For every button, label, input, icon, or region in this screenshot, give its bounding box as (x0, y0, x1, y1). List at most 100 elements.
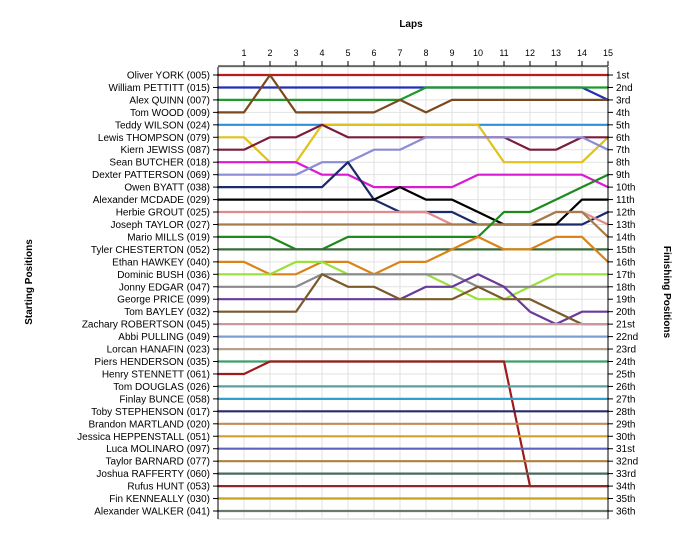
x-tick-label: 3 (293, 48, 298, 58)
finishing-position-label: 10th (616, 183, 635, 194)
finishing-position-label: 19th (616, 295, 635, 306)
finishing-position-label: 32nd (616, 457, 638, 468)
starting-position-label: Lorcan HANAFIN (023) (107, 345, 210, 356)
starting-position-label: Rufus HUNT (053) (127, 482, 210, 493)
starting-position-label: Lewis THOMPSON (079) (98, 133, 210, 144)
starting-position-label: Ethan HAWKEY (040) (112, 257, 210, 268)
finishing-position-label: 3rd (616, 95, 630, 106)
finishing-position-label: 23rd (616, 345, 636, 356)
starting-position-label: Jonny EDGAR (047) (119, 282, 210, 293)
starting-position-label: Teddy WILSON (024) (115, 120, 210, 131)
finishing-position-label: 5th (616, 120, 630, 131)
starting-position-label: Tyler CHESTERTON (052) (91, 245, 210, 256)
starting-position-label: Dexter PATTERSON (069) (92, 170, 210, 181)
x-tick-label: 4 (319, 48, 324, 58)
finishing-position-label: 17th (616, 270, 635, 281)
starting-position-label: Kiern JEWISS (087) (121, 145, 210, 156)
series-line-driver-11 (216, 186, 610, 226)
starting-position-label: Alex QUINN (007) (129, 95, 210, 106)
finishing-position-label: 11th (616, 195, 635, 206)
finishing-position-label: 25th (616, 369, 635, 380)
series-line-driver-4 (216, 73, 610, 114)
finishing-position-label: 22nd (616, 332, 638, 343)
x-tick-label: 5 (345, 48, 350, 58)
finishing-position-label: 33rd (616, 469, 636, 480)
starting-position-label: Tom WOOD (009) (130, 108, 210, 119)
series-line-driver-18 (216, 273, 610, 288)
starting-position-label: Abbi PULLING (049) (118, 332, 210, 343)
finishing-position-label: 31st (616, 444, 635, 455)
series-line-driver-14 (216, 173, 610, 251)
finishing-position-label: 14th (616, 232, 635, 243)
finishing-position-label: 30th (616, 432, 635, 443)
starting-position-label: William PETTITT (015) (109, 83, 211, 94)
starting-position-label: George PRICE (099) (117, 295, 210, 306)
x-axis-title: Laps (399, 19, 423, 30)
x-tick-label: 7 (397, 48, 402, 58)
starting-position-label: Jessica HEPPENSTALL (051) (77, 432, 210, 443)
starting-position-label: Joshua RAFFERTY (060) (96, 469, 210, 480)
starting-position-label: Sean BUTCHER (018) (109, 158, 210, 169)
series-line-driver-19 (216, 273, 610, 326)
series-lines (216, 73, 610, 513)
starting-position-label: Henry STENNETT (061) (102, 369, 210, 380)
starting-position-label: Toby STEPHENSON (017) (91, 407, 210, 418)
x-tick-label: 10 (473, 48, 483, 58)
finishing-position-label: 20th (616, 307, 635, 318)
starting-position-label: Alexander MCDADE (029) (93, 195, 210, 206)
y-axis-title-right: Finishing Positions (661, 246, 672, 339)
starting-position-label: Fin KENNEALLY (030) (109, 494, 210, 505)
finishing-position-label: 15th (616, 245, 635, 256)
starting-position-label: Taylor BARNARD (077) (106, 457, 210, 468)
series-line-driver-20 (216, 273, 610, 326)
finishing-position-label: 21st (616, 320, 635, 331)
finishing-position-label: 16th (616, 257, 635, 268)
finishing-position-label: 24th (616, 357, 635, 368)
finishing-position-label: 26th (616, 382, 635, 393)
starting-position-label: Dominic BUSH (036) (117, 270, 210, 281)
starting-position-label: Luca MOLINARO (097) (106, 444, 210, 455)
finishing-position-label: 8th (616, 158, 630, 169)
starting-position-label: Brandon MARTLAND (020) (88, 419, 210, 430)
finishing-position-label: 12th (616, 208, 635, 219)
finishing-position-label: 4th (616, 108, 630, 119)
x-tick-label: 15 (603, 48, 613, 58)
x-tick-label: 9 (449, 48, 454, 58)
starting-position-label: Finlay BUNCE (058) (119, 394, 210, 405)
series-line-driver-3 (216, 86, 610, 102)
finishing-position-label: 13th (616, 220, 635, 231)
starting-position-label: Joseph TAYLOR (027) (111, 220, 211, 231)
x-tick-label: 12 (525, 48, 535, 58)
finishing-position-label: 9th (616, 170, 630, 181)
finishing-position-label: 1st (616, 71, 630, 82)
finishing-position-label: 36th (616, 507, 635, 518)
series-line-driver-16 (216, 235, 610, 276)
starting-position-label: Tom BAYLEY (032) (124, 307, 210, 318)
x-tick-label: 1 (241, 48, 246, 58)
starting-position-label: Tom DOUGLAS (026) (113, 382, 210, 393)
series-line-driver-7 (216, 123, 610, 151)
finishing-position-label: 6th (616, 133, 630, 144)
finishing-position-label: 27th (616, 394, 635, 405)
starting-position-label: Owen BYATT (038) (124, 183, 210, 194)
starting-position-label: Mario MILLS (019) (127, 232, 210, 243)
finishing-position-label: 35th (616, 494, 635, 505)
finishing-position-label: 7th (616, 145, 630, 156)
y-axis-title-left: Starting Positions (24, 239, 35, 325)
finishing-position-label: 2nd (616, 83, 633, 94)
series-line-driver-8 (216, 161, 610, 189)
starting-position-label: Piers HENDERSON (035) (94, 357, 210, 368)
starting-position-label: Zachary ROBERTSON (045) (82, 320, 210, 331)
x-tick-label: 11 (499, 48, 508, 58)
series-line-driver-9 (216, 136, 610, 176)
x-tick-label: 6 (371, 48, 376, 58)
series-line-driver-13 (216, 210, 610, 238)
finishing-position-label: 18th (616, 282, 635, 293)
starting-position-label: Alexander WALKER (041) (94, 507, 210, 518)
x-tick-label: 8 (423, 48, 428, 58)
x-tick-label: 2 (267, 48, 272, 58)
starting-position-label: Herbie GROUT (025) (116, 208, 210, 219)
